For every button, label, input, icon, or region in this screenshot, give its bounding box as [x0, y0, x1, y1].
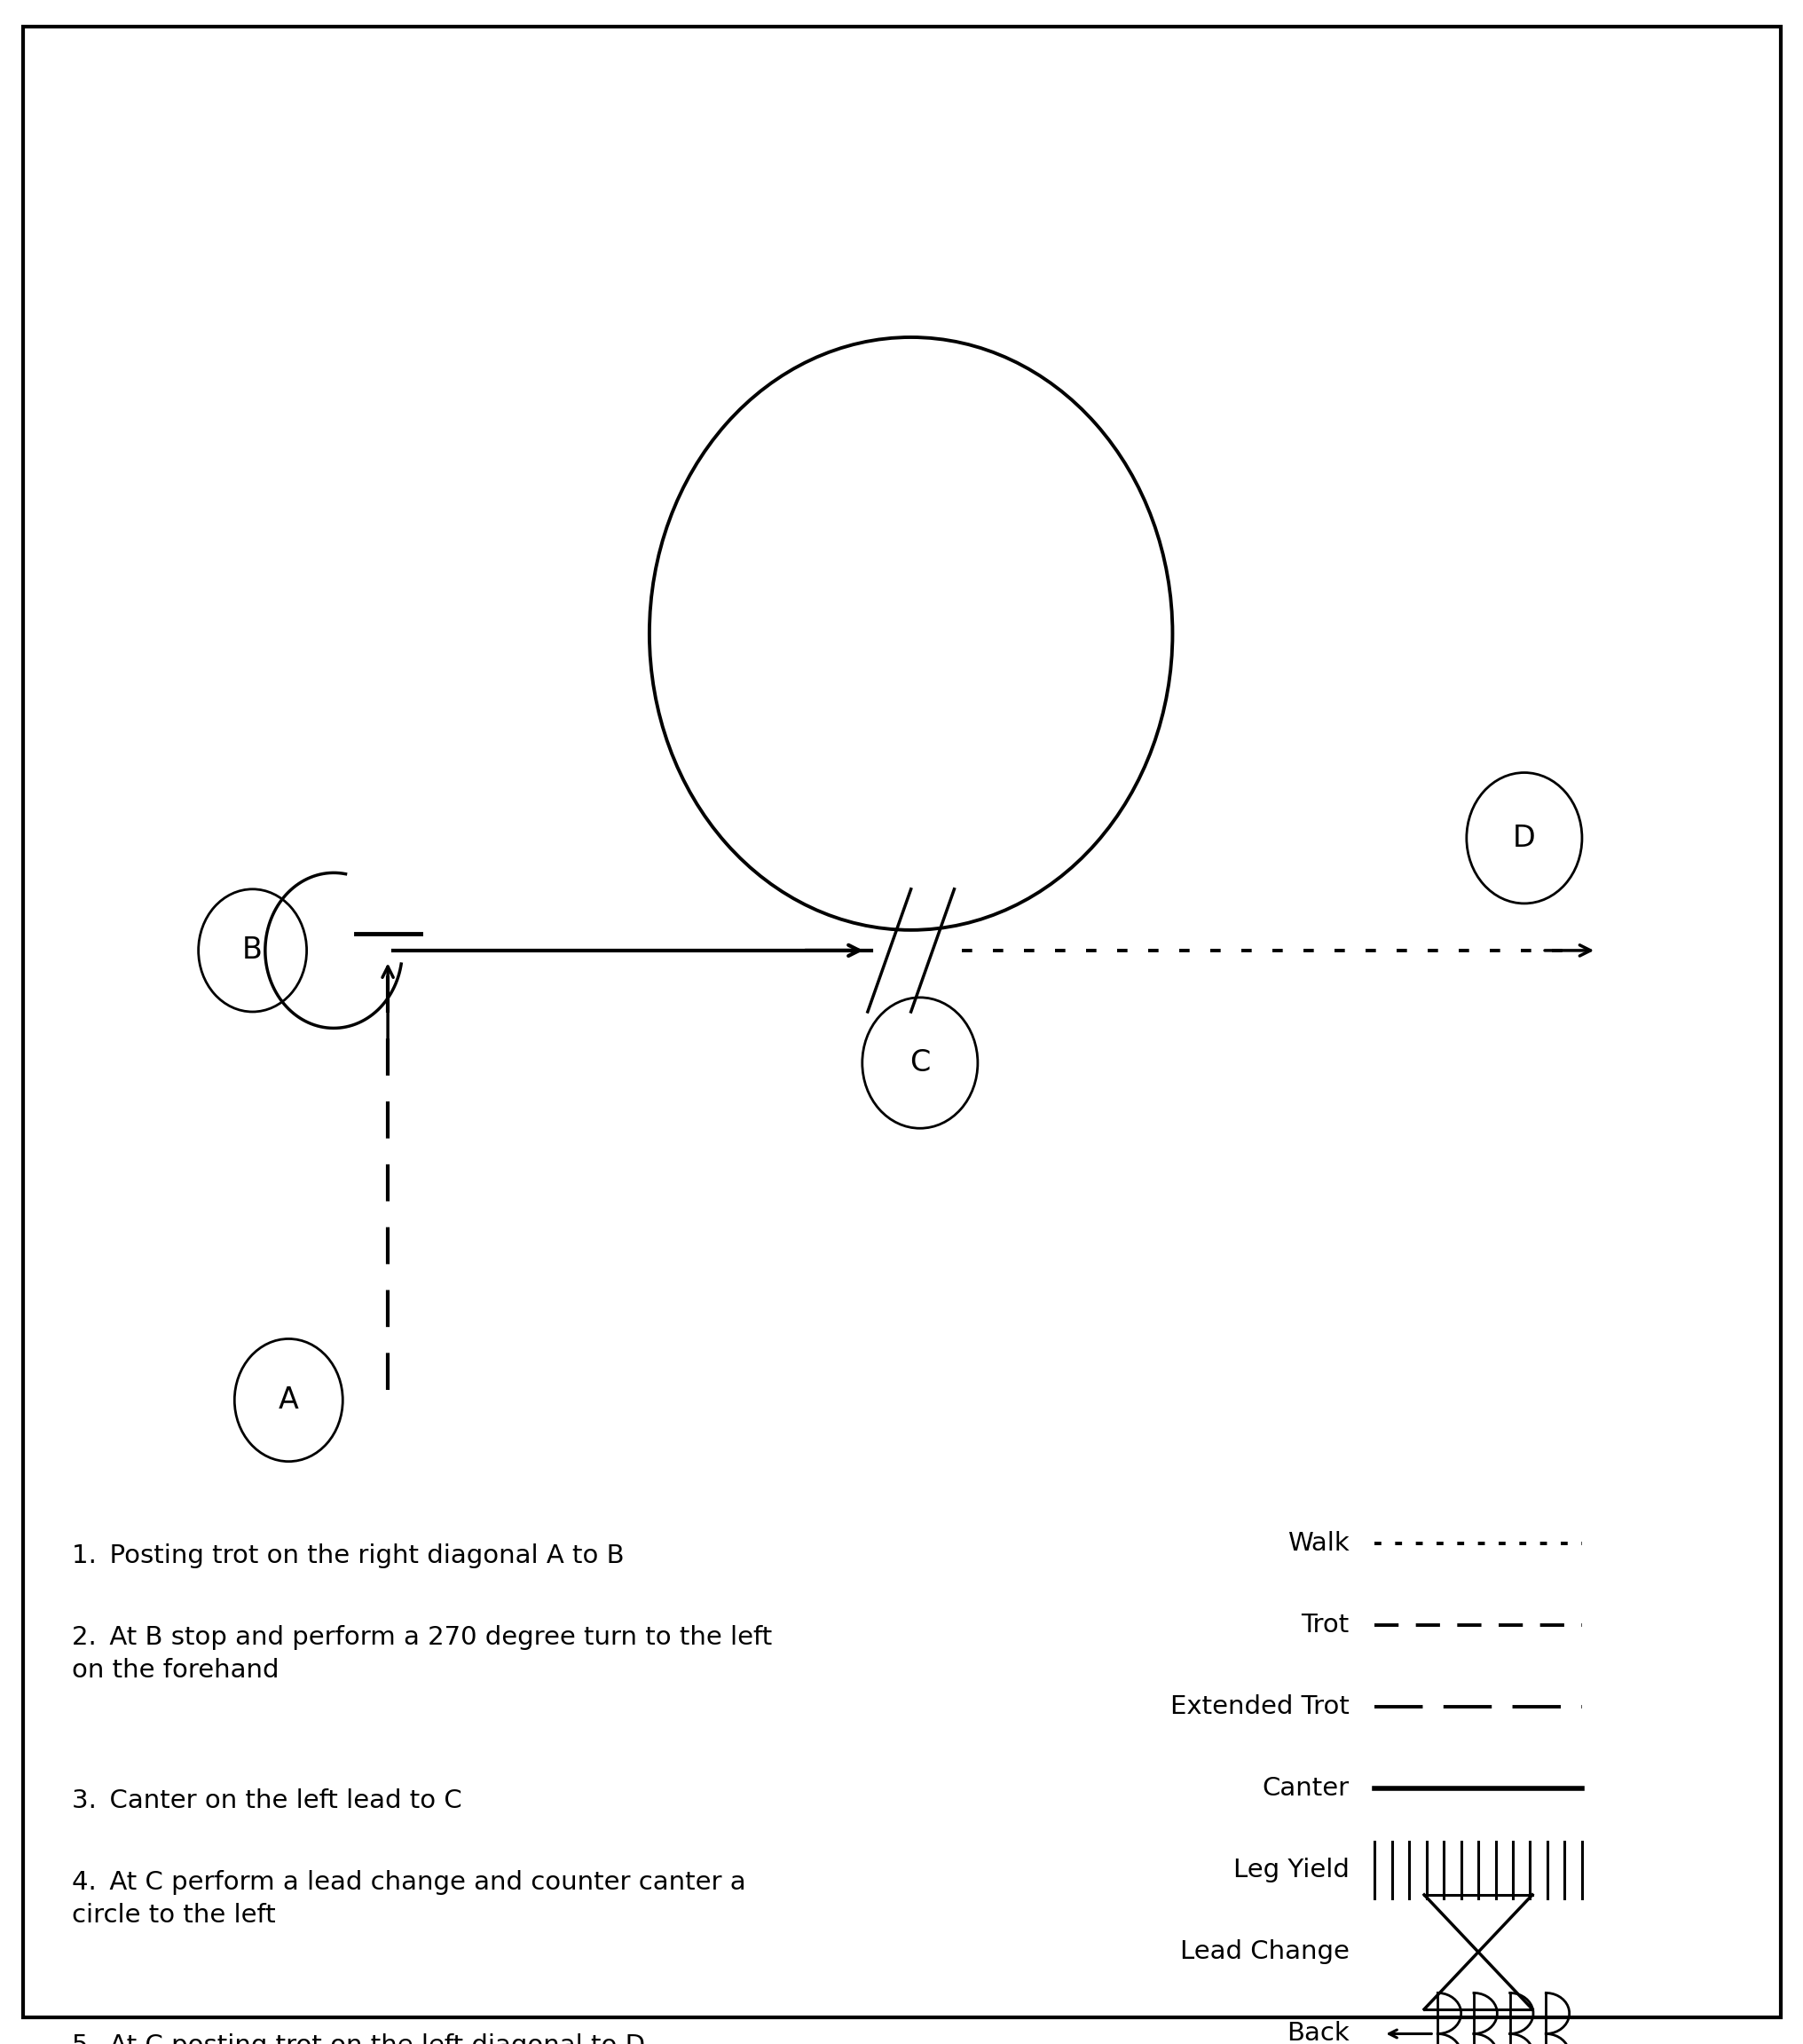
- Text: 2. At B stop and perform a 270 degree turn to the left
on the forehand: 2. At B stop and perform a 270 degree tu…: [72, 1625, 772, 1682]
- Text: A: A: [278, 1386, 299, 1414]
- Text: D: D: [1513, 824, 1534, 852]
- Text: 1. Posting trot on the right diagonal A to B: 1. Posting trot on the right diagonal A …: [72, 1543, 624, 1568]
- Text: C: C: [909, 1049, 930, 1077]
- Text: Lead Change: Lead Change: [1179, 1940, 1349, 1964]
- Text: 3. Canter on the left lead to C: 3. Canter on the left lead to C: [72, 1788, 462, 1813]
- Text: 4. At C perform a lead change and counter canter a
circle to the left: 4. At C perform a lead change and counte…: [72, 1870, 746, 1927]
- Text: Canter: Canter: [1262, 1776, 1349, 1801]
- Text: B: B: [242, 936, 263, 965]
- Text: Trot: Trot: [1300, 1613, 1349, 1637]
- Text: Extended Trot: Extended Trot: [1170, 1694, 1349, 1719]
- Text: Walk: Walk: [1287, 1531, 1349, 1555]
- Text: 5. At C posting trot on the left diagonal to D: 5. At C posting trot on the left diagona…: [72, 2034, 645, 2044]
- Text: Leg Yield: Leg Yield: [1233, 1858, 1349, 1883]
- Text: Back: Back: [1286, 2022, 1349, 2044]
